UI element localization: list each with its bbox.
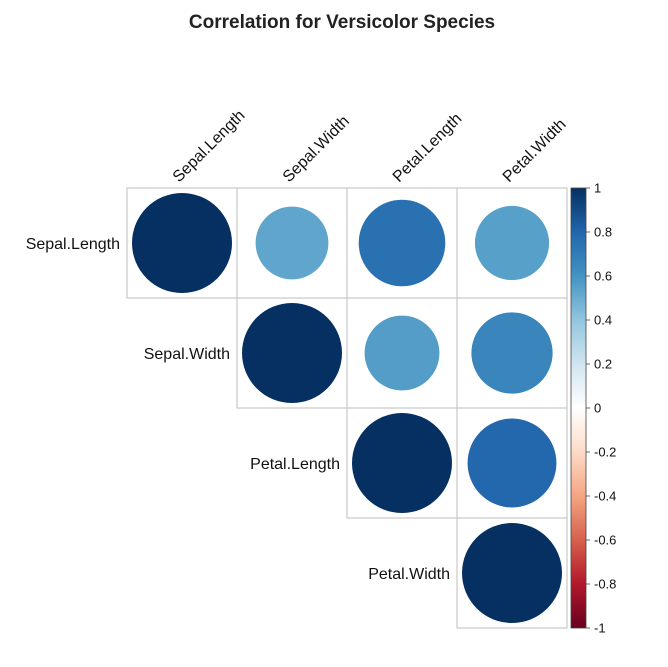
- column-label: Petal.Width: [500, 116, 570, 186]
- colorbar-tick-label: 0: [594, 401, 601, 416]
- row-label: Sepal.Width: [144, 346, 230, 363]
- colorbar: 1 0.8 0.6 0.4 0.2 0 -0.2 -0.4 -0.6 -0.8 -1: [570, 181, 616, 636]
- chart-title: Correlation for Versicolor Species: [189, 12, 495, 33]
- corr-circle-Petal.Length-Petal.Length: [352, 413, 452, 513]
- corr-circle-Sepal.Width-Petal.Length: [364, 315, 440, 391]
- corr-circle-Sepal.Length-Petal.Length: [358, 199, 446, 287]
- colorbar-tick-label: 0.6: [594, 269, 612, 284]
- colorbar-tick-label: -0.2: [594, 445, 616, 460]
- corr-circle-Sepal.Length-Petal.Width: [474, 205, 550, 281]
- colorbar-tick-label: -1: [594, 621, 606, 636]
- column-label: Petal.Length: [390, 110, 466, 186]
- corr-circle-Sepal.Width-Petal.Width: [471, 312, 553, 394]
- corr-circle-Sepal.Length-Sepal.Width: [255, 206, 329, 280]
- colorbar-tick-label: 0.2: [594, 357, 612, 372]
- colorbar-tick-label: -0.6: [594, 533, 616, 548]
- corr-circle-Petal.Length-Petal.Width: [467, 418, 557, 508]
- column-label: Sepal.Width: [280, 113, 353, 186]
- column-label: Sepal.Length: [170, 107, 249, 186]
- colorbar-tick-label: -0.8: [594, 577, 616, 592]
- circle-layer: [132, 193, 562, 623]
- colorbar-tick-label: 1: [594, 181, 601, 196]
- colorbar-gradient: [570, 187, 587, 629]
- row-label: Sepal.Length: [26, 236, 120, 253]
- corr-circle-Sepal.Width-Sepal.Width: [242, 303, 342, 403]
- corr-circle-Petal.Width-Petal.Width: [462, 523, 562, 623]
- colorbar-tick-label: -0.4: [594, 489, 616, 504]
- grid-cell-3-3: [456, 517, 568, 629]
- colorbar-tick-label: 0.4: [594, 313, 612, 328]
- row-label: Petal.Length: [250, 456, 340, 473]
- corr-circle-Sepal.Length-Sepal.Length: [132, 193, 232, 293]
- colorbar-tick-label: 0.8: [594, 225, 612, 240]
- row-label: Petal.Width: [368, 566, 450, 583]
- grid-layer: [126, 187, 568, 629]
